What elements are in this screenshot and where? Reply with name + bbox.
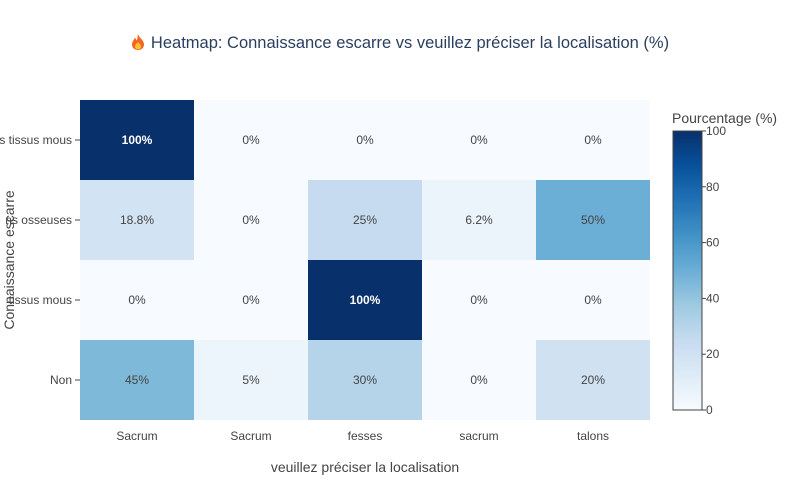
- cell-label: 100%: [350, 293, 381, 307]
- heatmap-cell: [308, 260, 422, 340]
- cell-label: 20%: [581, 373, 605, 387]
- cell-label: 0%: [128, 293, 146, 307]
- colorbar-title: Pourcentage (%): [672, 110, 777, 126]
- cell-label: 100%: [122, 133, 153, 147]
- heatmap-cell: [422, 260, 536, 340]
- heatmap-cell: [308, 100, 422, 180]
- heatmap-cell: [194, 100, 308, 180]
- colorbar-tick-label: 80: [706, 180, 720, 194]
- cell-label: 0%: [470, 373, 488, 387]
- heatmap-cell: [80, 260, 194, 340]
- x-axis-title: veuillez préciser la localisation: [271, 459, 459, 475]
- heatmap-cell: [536, 180, 650, 260]
- cell-label: 0%: [584, 293, 602, 307]
- colorbar: [672, 130, 703, 411]
- fire-icon: [131, 34, 145, 55]
- heatmap-cell: [194, 340, 308, 420]
- heatmap-cell: [536, 260, 650, 340]
- cell-label: 0%: [470, 293, 488, 307]
- y-tick-label: Non: [50, 373, 72, 387]
- chart-title: Heatmap: Connaissance escarre vs veuille…: [150, 34, 670, 52]
- heatmap-cell: [194, 180, 308, 260]
- cell-label: 5%: [242, 373, 260, 387]
- heatmap-cell: [536, 340, 650, 420]
- cell-label: 0%: [242, 293, 260, 307]
- heatmap-cell: [422, 180, 536, 260]
- y-axis-title: Connaissance escarre: [1, 190, 17, 330]
- heatmap-cell: [422, 340, 536, 420]
- x-tick-label: Sacrum: [116, 429, 157, 443]
- cell-label: 0%: [470, 133, 488, 147]
- colorbar-tick-label: 40: [706, 291, 720, 305]
- cell-label: 0%: [584, 133, 602, 147]
- cell-label: 0%: [242, 213, 260, 227]
- cell-label: 30%: [353, 373, 377, 387]
- colorbar-tick-label: 60: [706, 236, 720, 250]
- heatmap-cell: [536, 100, 650, 180]
- cell-label: 18.8%: [120, 213, 154, 227]
- heatmap-cell: [422, 100, 536, 180]
- colorbar-tick-label: 20: [706, 347, 720, 361]
- heatmap-cell: [194, 260, 308, 340]
- chart-title-wrap: Heatmap: Connaissance escarre vs veuille…: [0, 34, 800, 55]
- heatmap-cell: [308, 180, 422, 260]
- y-tick-label: ns osseuses: [5, 213, 72, 227]
- colorbar-tick-label: 0: [706, 403, 713, 417]
- cell-label: 45%: [125, 373, 149, 387]
- y-tick-label: tissus mous: [9, 293, 72, 307]
- heatmap-cell: [80, 100, 194, 180]
- heatmap-cell: [308, 340, 422, 420]
- cell-label: 50%: [581, 213, 605, 227]
- cell-label: 25%: [353, 213, 377, 227]
- heatmap-cell: [80, 340, 194, 420]
- x-tick-label: fesses: [348, 429, 383, 443]
- x-tick-label: talons: [577, 429, 609, 443]
- x-tick-label: sacrum: [459, 429, 498, 443]
- cell-label: 6.2%: [465, 213, 493, 227]
- colorbar-tick-label: 100: [706, 124, 726, 138]
- heatmap-cell: [80, 180, 194, 260]
- x-tick-label: Sacrum: [230, 429, 271, 443]
- y-tick-label: s tissus mous: [0, 133, 72, 147]
- cell-label: 0%: [356, 133, 374, 147]
- cell-label: 0%: [242, 133, 260, 147]
